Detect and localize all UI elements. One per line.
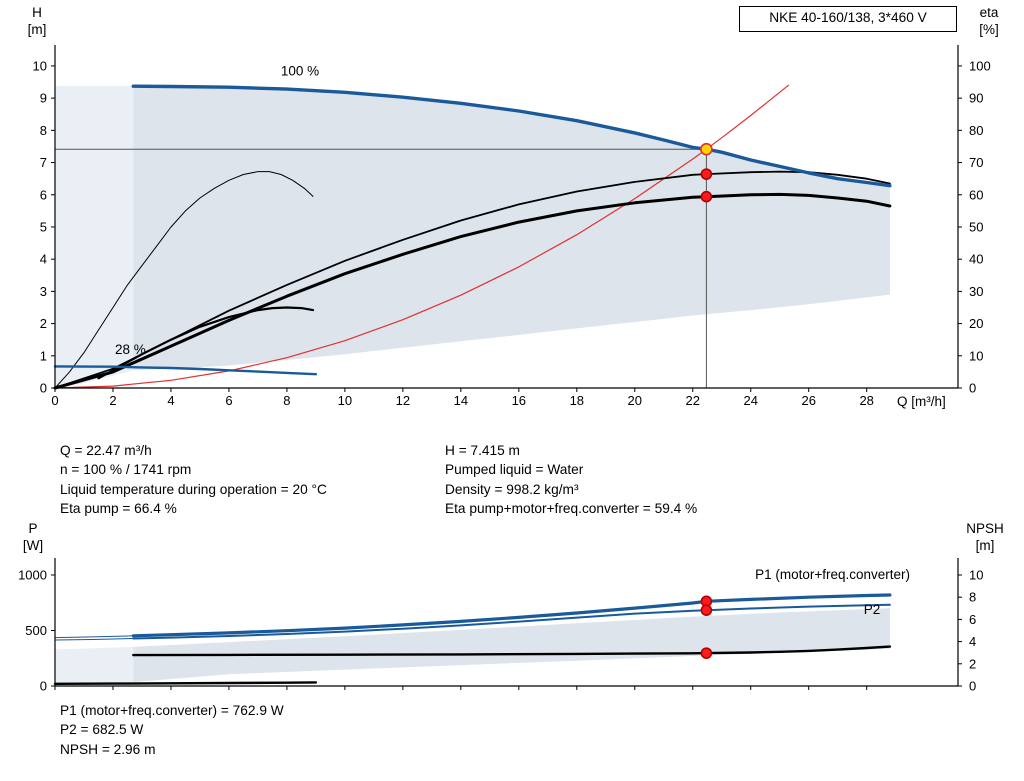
info-temperature: Liquid temperature during operation = 20…	[60, 481, 327, 497]
y-right-tick-label: 8	[969, 590, 976, 605]
y-right-tick-label: 6	[969, 612, 976, 627]
power-npsh-chart: 0 500 1000 0 2 4 6 8 10 P1 (motor+freq.converter)…	[18, 558, 983, 694]
power-results: P1 (motor+freq.converter) = 762.9 W P2 =…	[60, 701, 284, 759]
npsh-axis-unit: [m]	[975, 538, 995, 553]
npsh-point	[700, 647, 713, 659]
result-npsh: NPSH = 2.96 m	[60, 741, 156, 757]
y-right-tick-label: 2	[969, 656, 976, 671]
p2-lead-in	[54, 638, 134, 641]
x-tick-label: 6	[225, 393, 232, 408]
npsh-curve	[132, 645, 892, 657]
y-left-tick-label: 0	[40, 381, 47, 396]
result-p1: P1 (motor+freq.converter) = 762.9 W	[60, 703, 284, 718]
x-tick-label: 8	[283, 393, 290, 408]
y-left-tick-label: 10	[33, 58, 47, 73]
x-tick-label: 24	[743, 393, 757, 408]
h-axis-unit: [m]	[27, 22, 47, 37]
eta-axis-title: eta	[979, 5, 999, 20]
x-tick-label: 10	[338, 393, 352, 408]
eta-total-point	[700, 190, 713, 203]
y-left-tick-label: 3	[40, 284, 47, 299]
y-left-tick-label: 8	[40, 123, 47, 138]
y-left-tick-label: 2	[40, 316, 47, 331]
pump-curve-100pct	[131, 84, 892, 188]
x-tick-label: 20	[628, 393, 642, 408]
x-tick-label: 28	[859, 393, 873, 408]
p2-point	[700, 604, 713, 616]
y-right-tick-label: 100	[969, 58, 991, 73]
x-tick-label: 18	[570, 393, 584, 408]
duty-info-left: Q = 22.47 m³/h n = 100 % / 1741 rpm Liqu…	[60, 441, 327, 518]
power-envelope	[133, 608, 890, 683]
x-tick-label: 4	[167, 393, 174, 408]
y-left-tick-label: 1	[40, 348, 47, 363]
npsh-axis-title: NPSH	[966, 521, 1004, 536]
x-tick-label: 12	[396, 393, 410, 408]
label-speed-28pct: 28 %	[115, 342, 146, 357]
info-liquid: Pumped liquid = Water	[445, 462, 584, 478]
eta-curve-small-thin	[54, 171, 314, 389]
y-right-tick-label: 10	[969, 567, 983, 582]
p2-curve	[132, 603, 891, 640]
y-left-tick-label: 7	[40, 155, 47, 170]
x-tick-label: 0	[51, 393, 58, 408]
x-tick-label: 14	[454, 393, 468, 408]
pump-curve-28pct	[53, 365, 318, 376]
y-left-tick-label: 0	[40, 679, 47, 694]
x-tick-label: 2	[109, 393, 116, 408]
x-tick-label: 16	[512, 393, 526, 408]
p1-curve	[131, 593, 892, 638]
y-left-tick-label: 6	[40, 187, 47, 202]
eta-pump-point	[700, 168, 713, 180]
duty-point[interactable]	[700, 142, 713, 156]
p-axis-unit: [W]	[22, 538, 44, 553]
y-left-tick-label: 1000	[18, 567, 47, 582]
info-eta-pump: Eta pump = 66.4 %	[60, 500, 177, 516]
y-right-tick-label: 50	[969, 219, 983, 234]
pmin-curve	[53, 681, 318, 685]
h-axis-title: H	[32, 5, 42, 20]
q-axis-title: Q [m³/h]	[897, 394, 946, 409]
eta-total-curve	[53, 192, 892, 390]
y-right-tick-label: 0	[969, 381, 976, 396]
info-q: Q = 22.47 m³/h	[60, 443, 152, 458]
y-left-tick-label: 5	[40, 219, 47, 234]
label-p2-curve: P2	[864, 602, 881, 617]
y-left-tick-label: 500	[25, 623, 47, 638]
duty-info-right: H = 7.415 m Pumped liquid = Water Densit…	[445, 441, 697, 518]
y-right-tick-label: 40	[969, 252, 983, 267]
y-right-tick-label: 90	[969, 91, 983, 106]
info-density: Density = 998.2 kg/m³	[445, 481, 579, 497]
y-right-tick-label: 80	[969, 123, 983, 138]
system-curve	[54, 84, 790, 389]
p1-lead-in	[54, 635, 134, 639]
x-tick-label: 26	[801, 393, 815, 408]
power-envelope-low-flow	[55, 646, 134, 686]
label-speed-100pct: 100 %	[281, 64, 319, 79]
label-p1-curve: P1 (motor+freq.converter)	[755, 567, 910, 582]
info-speed: n = 100 % / 1741 rpm	[60, 462, 192, 478]
pump-model-title: NKE 40-160/138, 3*460 V	[739, 6, 957, 32]
head-efficiency-chart: 0 2 4 6 8 10 12 14 16 18 20 22 24 26 28012345678910010…	[33, 45, 991, 408]
operating-envelope	[133, 86, 890, 371]
y-left-tick-label: 4	[40, 252, 47, 267]
y-left-tick-label: 9	[40, 91, 47, 106]
p-axis-title: P	[28, 521, 38, 536]
y-right-tick-label: 10	[969, 348, 983, 363]
y-right-tick-label: 70	[969, 155, 983, 170]
info-head: H = 7.415 m	[445, 443, 520, 458]
eta-axis-unit: [%]	[979, 22, 999, 37]
envelope-low-flow	[55, 85, 134, 389]
y-right-tick-label: 30	[969, 284, 983, 299]
y-right-tick-label: 4	[969, 634, 976, 649]
y-right-tick-label: 20	[969, 316, 983, 331]
x-tick-label: 22	[686, 393, 700, 408]
y-right-tick-label: 60	[969, 187, 983, 202]
result-p2: P2 = 682.5 W	[60, 722, 144, 738]
info-eta-total: Eta pump+motor+freq.converter = 59.4 %	[445, 500, 698, 516]
y-right-tick-label: 0	[969, 679, 976, 694]
